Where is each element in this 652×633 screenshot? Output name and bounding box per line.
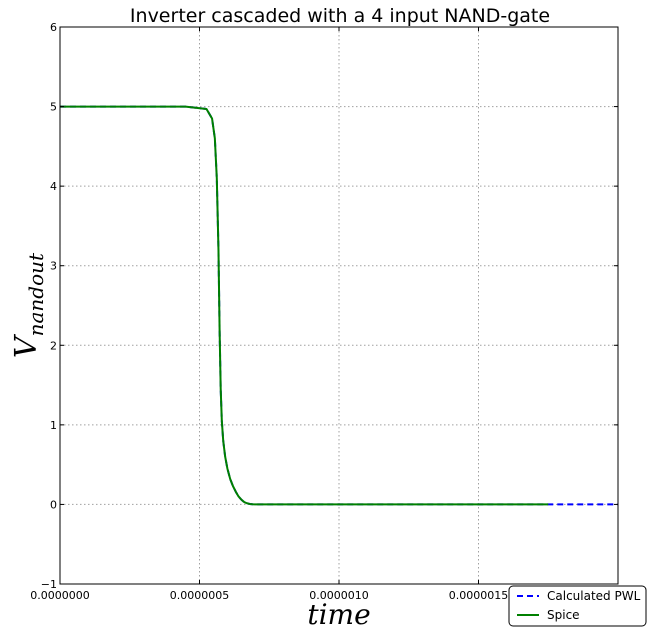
legend: Calculated PWL Spice (508, 585, 647, 627)
y-tick-label: 3 (50, 260, 57, 273)
x-tick-label: 0.0000010 (309, 589, 369, 602)
chart-title: Inverter cascaded with a 4 input NAND-ga… (130, 5, 550, 27)
legend-box (508, 585, 647, 627)
legend-label: Calculated PWL (547, 589, 641, 603)
y-tick-label: −1 (41, 578, 57, 591)
y-axis-label-base: V (9, 333, 44, 358)
y-tick-label: 1 (50, 419, 57, 432)
legend-label: Spice (547, 608, 580, 622)
y-tick-label: 6 (50, 21, 57, 34)
x-axis-label: time (307, 598, 370, 631)
y-axis-label-subscript: nandout (24, 252, 48, 336)
y-tick-label: 0 (50, 498, 57, 511)
x-tick-label: 0.0000015 (449, 589, 509, 602)
x-tick-label: 0.0000000 (30, 589, 90, 602)
x-tick-label: 0.0000005 (170, 589, 230, 602)
y-tick-label: 4 (50, 180, 57, 193)
y-tick-label: 2 (50, 339, 57, 352)
y-axis-label: Vnandout (9, 252, 48, 358)
axis-ticks: 0.0000000 0.0000005 0.0000010 0.0000015 −1 0 1… (30, 21, 618, 602)
y-tick-label: 5 (50, 101, 57, 114)
series-lines (60, 105, 618, 506)
series-line (60, 105, 549, 506)
